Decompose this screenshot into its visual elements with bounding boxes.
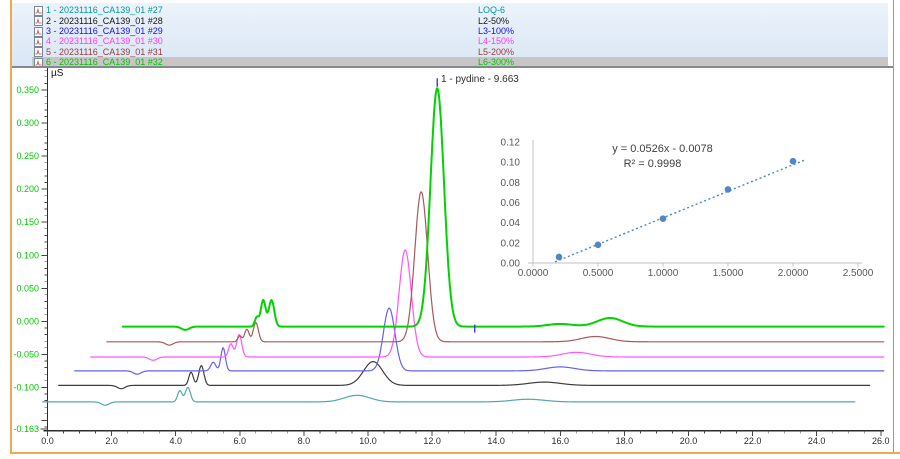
legend-item-4[interactable]: 4 - 20231116_CA139_01 #30 L4-150% [12,36,888,47]
x-tick-label: 16.0 [552,436,570,446]
x-tick-label: 14.0 [487,436,505,446]
trace-LOQ-6[interactable] [42,386,856,406]
legend-item-1[interactable]: 1 - 20231116_CA139_01 #27 LOQ-6 [12,5,888,16]
legend-item-name: 4 - 20231116_CA139_01 #30 [46,36,163,47]
x-tick-label: 22.0 [744,436,762,446]
x-tick-label: 8.0 [298,436,311,446]
r-squared-label: R² = 0.9998 [623,158,682,170]
calibration-x-tick-label: 1.0000 [648,268,679,279]
x-tick-label: 0.0 [41,436,54,446]
y-tick-label: 0.300 [16,118,39,128]
pane-border-left [10,0,12,454]
calibration-y-tick-label: 0.10 [501,158,521,169]
trace-L6-300%[interactable] [121,87,885,331]
calibration-x-tick-label: 0.0000 [518,268,549,279]
legend-separator [12,66,893,68]
y-tick-label: 0.050 [16,283,39,293]
calibration-x-tick-label: 0.5000 [583,268,614,279]
legend-item-name: 2 - 20231116_CA139_01 #28 [46,15,163,26]
y-tick-label: -0.163 [13,424,39,434]
chromatogram-icon [34,16,43,27]
y-tick-label: 0.200 [16,184,39,194]
calibration-x-tick-label: 2.0000 [778,268,809,279]
calibration-y-tick-label: 0.12 [501,138,521,149]
calibration-y-tick-label: 0.06 [501,198,521,209]
x-tick-label: 24.0 [808,436,826,446]
y-tick-label: 0.000 [16,316,39,326]
legend-item-level: L4-150% [478,36,515,47]
peak-annotation: 1 - pydine - 9.663 [441,74,519,85]
y-tick-label: 0.150 [16,217,39,227]
legend-item-name: 3 - 20231116_CA139_01 #29 [46,26,163,37]
pane-border-bottom [10,452,900,454]
chromatogram-icon [34,47,43,58]
legend-item-level: LOQ-6 [478,5,506,16]
legend-item-3[interactable]: 3 - 20231116_CA139_01 #29 L3-100% [12,26,888,37]
trace-L4-150%[interactable] [90,249,885,361]
legend-item-level: L3-100% [478,26,515,37]
legend-panel: 1 - 20231116_CA139_01 #27 LOQ-6 2 - 202311… [12,3,888,68]
trace-L2-50%[interactable] [58,361,871,390]
chromatogram-icon [34,5,43,16]
legend-item-name: 6 - 20231116_CA139_01 #32 [46,57,163,68]
x-tick-label: 10.0 [359,436,377,446]
x-tick-label: 2.0 [105,436,118,446]
calibration-y-tick-label: 0.04 [501,218,521,229]
trace-L5-200%[interactable] [106,191,885,346]
y-tick-label: 0.350 [16,85,39,95]
legend-item-name: 1 - 20231116_CA139_01 #27 [46,5,163,16]
x-tick-label: 6.0 [234,436,247,446]
chromatogram-icon [34,26,43,37]
legend-item-level: L5-200% [478,46,515,57]
calibration-x-tick-label: 2.5000 [843,268,874,279]
x-tick-label: 12.0 [423,436,441,446]
legend-item-2[interactable]: 2 - 20231116_CA139_01 #28 L2-50% [12,15,888,27]
calibration-point [659,215,667,222]
legend-item-name: 5 - 20231116_CA139_01 #31 [46,46,163,57]
y-tick-label: 0.250 [16,151,39,161]
legend-item-level: L6-300% [478,57,515,68]
x-tick-label: 20.0 [680,436,698,446]
pane-border-right [893,0,894,452]
y-axis-unit-label: µS [51,68,64,79]
calibration-y-tick-label: 0.08 [501,178,521,189]
calibration-trendline [554,158,807,263]
calibration-x-tick-label: 1.5000 [713,268,744,279]
legend-item-5[interactable]: 5 - 20231116_CA139_01 #31 L5-200% [12,46,888,58]
x-tick-label: 26.0 [872,436,890,446]
calibration-point [555,253,563,261]
x-tick-label: 4.0 [169,436,182,446]
trace-L3-100%[interactable] [74,307,885,375]
legend-item-level: L2-50% [478,15,510,26]
legend-item-6[interactable]: 6 - 20231116_CA139_01 #32 L6-300% [12,57,888,68]
y-tick-label: -0.050 [13,349,39,359]
calibration-y-tick-label: 0.00 [501,259,521,270]
chromatogram-icon [34,36,43,47]
y-tick-label: -0.100 [13,382,39,392]
calibration-point [789,157,797,165]
calibration-point [724,186,732,193]
trendline-equation: y = 0.0526x - 0.0078 [612,143,713,155]
calibration-y-tick-label: 0.02 [501,238,521,249]
calibration-point [594,241,602,249]
y-tick-label: 0.100 [16,250,39,260]
x-tick-label: 18.0 [616,436,634,446]
